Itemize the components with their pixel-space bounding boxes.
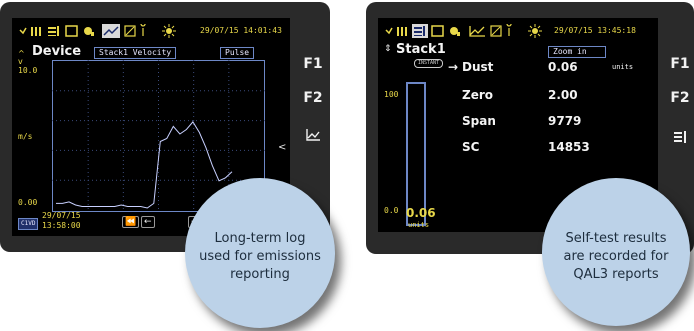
row-value: 9779 [548,114,582,128]
toolbar-datetime: 29/07/15 13:45:18 [554,26,636,35]
row-unit: units [612,63,634,71]
bar-top-label: 100 [384,90,399,99]
toolbar: 29/07/15 13:45:18 [384,24,654,40]
y-min-label: 0.00 [18,198,38,207]
screen-title: Device [32,44,82,59]
mode-selector[interactable]: Pulse [220,47,255,59]
toolbar-icons [19,24,146,38]
collapse-arrow-icon[interactable]: < [278,142,287,153]
zoom-button[interactable]: Zoom in [548,46,606,58]
device-frame-log: 29/07/15 14:01:43 ^ v Device Stack1 Veloc… [0,2,330,252]
bar-value: 0.06 [406,206,436,220]
selected-row-arrow-icon: → [448,60,459,74]
trend-line [56,121,233,209]
callout-line: QAL3 reports [573,267,659,282]
row-label: Span [462,114,496,128]
row-value: 0.06 [548,60,578,74]
footer-date: 29/07/15 [42,211,81,220]
callout-bubble-log: Long-term log used for emissions reporti… [185,178,335,328]
toolbar: 29/07/15 14:01:43 [18,24,288,40]
y-unit-label: m/s [18,132,33,141]
result-row[interactable]: Zero 2.00 [462,88,642,108]
row-value: 2.00 [548,88,578,102]
screen-title: Stack1 [396,42,446,57]
callout-line: Self-test results [565,231,667,246]
trend-chart [52,60,265,212]
result-row[interactable]: Dust 0.06 units [462,60,642,80]
toolbar-datetime: 29/07/15 14:01:43 [200,26,282,35]
sort-updown-icon[interactable]: ⇕ [384,44,392,54]
sun-icon [528,24,542,38]
callout-line: reporting [230,267,290,282]
trend-view-icon[interactable] [298,128,328,142]
row-value: 14853 [548,140,590,154]
footer-badge: C1VD [18,218,39,230]
sun-icon [162,24,176,38]
dust-level-bar [406,82,426,226]
bar-bottom-label: 0.0 [384,206,399,215]
row-label: SC [462,140,480,154]
result-row[interactable]: Span 9779 [462,114,642,134]
rewind-button[interactable]: ⏪ [122,216,140,228]
toolbar-icons [385,24,512,38]
f2-key[interactable]: F2 [303,90,323,106]
row-label: Dust [462,60,494,74]
table-view-icon[interactable] [665,130,694,144]
callout-line: are recorded for [563,249,669,264]
bar-unit: units [408,221,430,229]
footer-time: 13:58:00 [42,221,81,230]
channel-selector[interactable]: Stack1 Velocity [94,47,177,59]
callout-line: used for emissions [199,249,321,264]
back-button[interactable]: ← [141,216,155,228]
f1-key[interactable]: F1 [303,56,323,72]
f2-key[interactable]: F2 [670,90,690,106]
scroll-arrows[interactable]: ^ v [18,49,25,66]
callout-line: Long-term log [214,231,306,246]
y-max-label: 10.0 [18,66,38,75]
f1-key[interactable]: F1 [670,56,690,72]
callout-bubble-selftest: Self-test results are recorded for QAL3 … [542,178,690,326]
row-label: Zero [462,88,494,102]
instant-badge: INSTANT [414,59,444,68]
result-row[interactable]: SC 14853 [462,140,642,160]
